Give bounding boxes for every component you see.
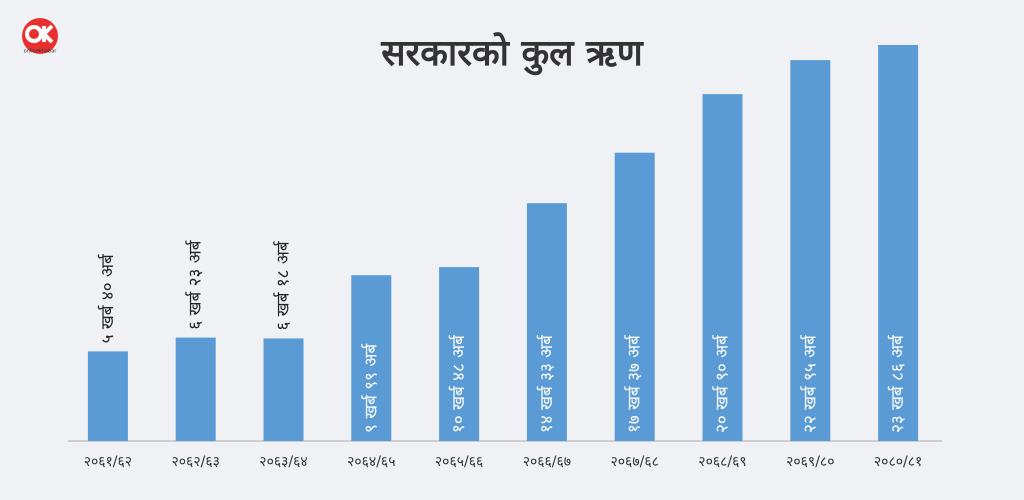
value-label: २२ खर्ब ९५ अर्ब [799,334,820,433]
x-tick-label: २०६२/६३ [171,454,219,470]
chart-title: सरकारको कुल ऋण [380,32,645,76]
value-label: २० खर्ब ९० अर्ब [712,334,733,433]
logo-ring [25,25,43,43]
x-tick-label: २०६५/६६ [435,454,483,470]
value-label: १७ खर्ब ३७ अर्ब [624,334,645,433]
bar [790,60,831,442]
x-tick-label: २०६४/६५ [347,454,395,470]
logo-text: onlinekhabar [24,49,58,55]
x-tick-label: २०६६/६७ [523,454,571,470]
value-label: ५ खर्ब ४० अर्ब [97,253,118,343]
logo: onlinekhabar [22,18,58,55]
value-label: ९ खर्ब ९९ अर्ब [360,343,381,433]
x-tick-label: २०८०/८१ [874,454,922,470]
bar [702,94,743,441]
x-tick-label: २०६९/८० [786,454,834,470]
x-tick-label: २०६८/६९ [698,454,746,470]
x-tick-label: २०६७/६८ [610,454,658,470]
value-label: ६ खर्ब १८ अर्ब [273,240,294,330]
bar [614,152,655,442]
bar [263,338,304,441]
bar [439,267,480,441]
value-label: २३ खर्ब ८६ अर्ब [887,334,908,433]
value-label: ६ खर्ब २३ अर्ब [185,240,206,330]
value-label: १० खर्ब ४८ अर्ब [448,334,469,433]
bar [351,275,392,441]
bar [526,203,567,441]
value-label: १४ खर्ब ३३ अर्ब [536,334,557,433]
x-tick-label: २०६१/६२ [84,454,132,470]
bar [878,45,919,441]
x-tick-label: २०६३/६४ [259,454,307,470]
logo-k [42,24,54,44]
bar [87,351,128,441]
bar [175,337,216,441]
